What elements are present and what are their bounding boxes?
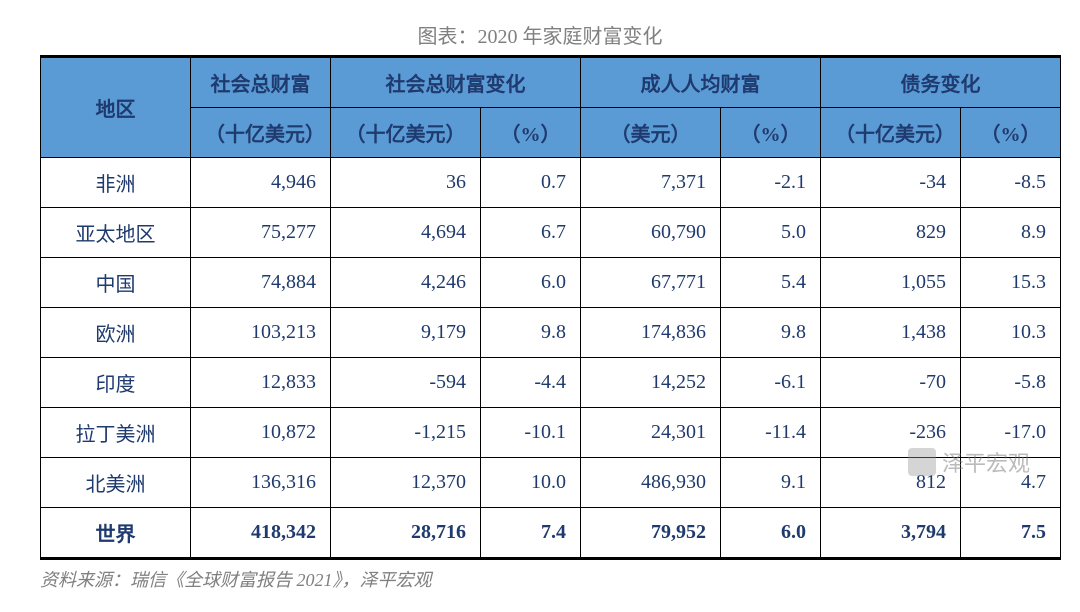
table-row: 世界418,34228,7167.479,9526.03,7947.5: [41, 508, 1061, 559]
region: 北美洲: [41, 458, 191, 508]
cell-c2: 6.0: [721, 508, 821, 559]
cell-b2: 10.0: [481, 458, 581, 508]
col-debt-change: 债务变化: [821, 57, 1061, 108]
unit-c2: （%）: [721, 108, 821, 158]
col-total-wealth-change: 社会总财富变化: [331, 57, 581, 108]
cell-a: 103,213: [191, 308, 331, 358]
cell-b2: -4.4: [481, 358, 581, 408]
cell-d2: 7.5: [961, 508, 1061, 559]
unit-c1: （美元）: [581, 108, 721, 158]
cell-d1: 1,055: [821, 258, 961, 308]
table-row: 欧洲103,2139,1799.8174,8369.81,43810.3: [41, 308, 1061, 358]
cell-a: 4,946: [191, 158, 331, 208]
col-adult-wealth: 成人人均财富: [581, 57, 821, 108]
region: 印度: [41, 358, 191, 408]
cell-c2: -2.1: [721, 158, 821, 208]
cell-b2: 6.0: [481, 258, 581, 308]
unit-d1: （十亿美元）: [821, 108, 961, 158]
cell-b2: 7.4: [481, 508, 581, 559]
cell-a: 12,833: [191, 358, 331, 408]
table-row: 印度12,833-594-4.414,252-6.1-70-5.8: [41, 358, 1061, 408]
cell-c1: 7,371: [581, 158, 721, 208]
region: 中国: [41, 258, 191, 308]
region: 世界: [41, 508, 191, 559]
table-row: 中国74,8844,2466.067,7715.41,05515.3: [41, 258, 1061, 308]
cell-c1: 24,301: [581, 408, 721, 458]
region: 拉丁美洲: [41, 408, 191, 458]
region: 亚太地区: [41, 208, 191, 258]
cell-d1: 812: [821, 458, 961, 508]
unit-b2: （%）: [481, 108, 581, 158]
cell-d1: -34: [821, 158, 961, 208]
cell-a: 136,316: [191, 458, 331, 508]
cell-d2: -8.5: [961, 158, 1061, 208]
unit-d2: （%）: [961, 108, 1061, 158]
col-total-wealth: 社会总财富: [191, 57, 331, 108]
cell-d1: -236: [821, 408, 961, 458]
cell-c1: 67,771: [581, 258, 721, 308]
cell-c1: 60,790: [581, 208, 721, 258]
cell-b2: 0.7: [481, 158, 581, 208]
cell-d2: 15.3: [961, 258, 1061, 308]
table-row: 非洲4,946360.77,371-2.1-34-8.5: [41, 158, 1061, 208]
wealth-table: 地区 社会总财富 社会总财富变化 成人人均财富 债务变化 （十亿美元） （十亿美…: [40, 55, 1061, 560]
header-row-2: （十亿美元） （十亿美元） （%） （美元） （%） （十亿美元） （%）: [41, 108, 1061, 158]
cell-b2: 6.7: [481, 208, 581, 258]
table-caption: 图表：2020 年家庭财富变化: [40, 20, 1040, 49]
cell-b1: 4,246: [331, 258, 481, 308]
cell-b1: 28,716: [331, 508, 481, 559]
cell-d1: 829: [821, 208, 961, 258]
cell-d2: 8.9: [961, 208, 1061, 258]
table-row: 拉丁美洲10,872-1,215-10.124,301-11.4-236-17.…: [41, 408, 1061, 458]
cell-d1: 1,438: [821, 308, 961, 358]
cell-b1: 12,370: [331, 458, 481, 508]
cell-a: 74,884: [191, 258, 331, 308]
cell-c2: -6.1: [721, 358, 821, 408]
cell-b1: 36: [331, 158, 481, 208]
cell-c2: -11.4: [721, 408, 821, 458]
cell-b1: -594: [331, 358, 481, 408]
region: 非洲: [41, 158, 191, 208]
cell-c2: 5.0: [721, 208, 821, 258]
cell-c2: 9.8: [721, 308, 821, 358]
cell-a: 10,872: [191, 408, 331, 458]
cell-d2: -5.8: [961, 358, 1061, 408]
cell-c1: 486,930: [581, 458, 721, 508]
cell-d2: -17.0: [961, 408, 1061, 458]
cell-c1: 79,952: [581, 508, 721, 559]
cell-d1: 3,794: [821, 508, 961, 559]
cell-b1: 9,179: [331, 308, 481, 358]
cell-b2: -10.1: [481, 408, 581, 458]
cell-c1: 14,252: [581, 358, 721, 408]
cell-a: 418,342: [191, 508, 331, 559]
cell-c1: 174,836: [581, 308, 721, 358]
header-row-1: 地区 社会总财富 社会总财富变化 成人人均财富 债务变化: [41, 57, 1061, 108]
cell-a: 75,277: [191, 208, 331, 258]
cell-d2: 10.3: [961, 308, 1061, 358]
table-row: 北美洲136,31612,37010.0486,9309.18124.7: [41, 458, 1061, 508]
col-region: 地区: [41, 57, 191, 158]
table-row: 亚太地区75,2774,6946.760,7905.08298.9: [41, 208, 1061, 258]
cell-b1: 4,694: [331, 208, 481, 258]
cell-b2: 9.8: [481, 308, 581, 358]
unit-b1: （十亿美元）: [331, 108, 481, 158]
cell-d2: 4.7: [961, 458, 1061, 508]
cell-b1: -1,215: [331, 408, 481, 458]
cell-d1: -70: [821, 358, 961, 408]
cell-c2: 9.1: [721, 458, 821, 508]
cell-c2: 5.4: [721, 258, 821, 308]
unit-a: （十亿美元）: [191, 108, 331, 158]
source-note: 资料来源：瑞信《全球财富报告 2021》，泽平宏观: [40, 566, 1040, 592]
region: 欧洲: [41, 308, 191, 358]
